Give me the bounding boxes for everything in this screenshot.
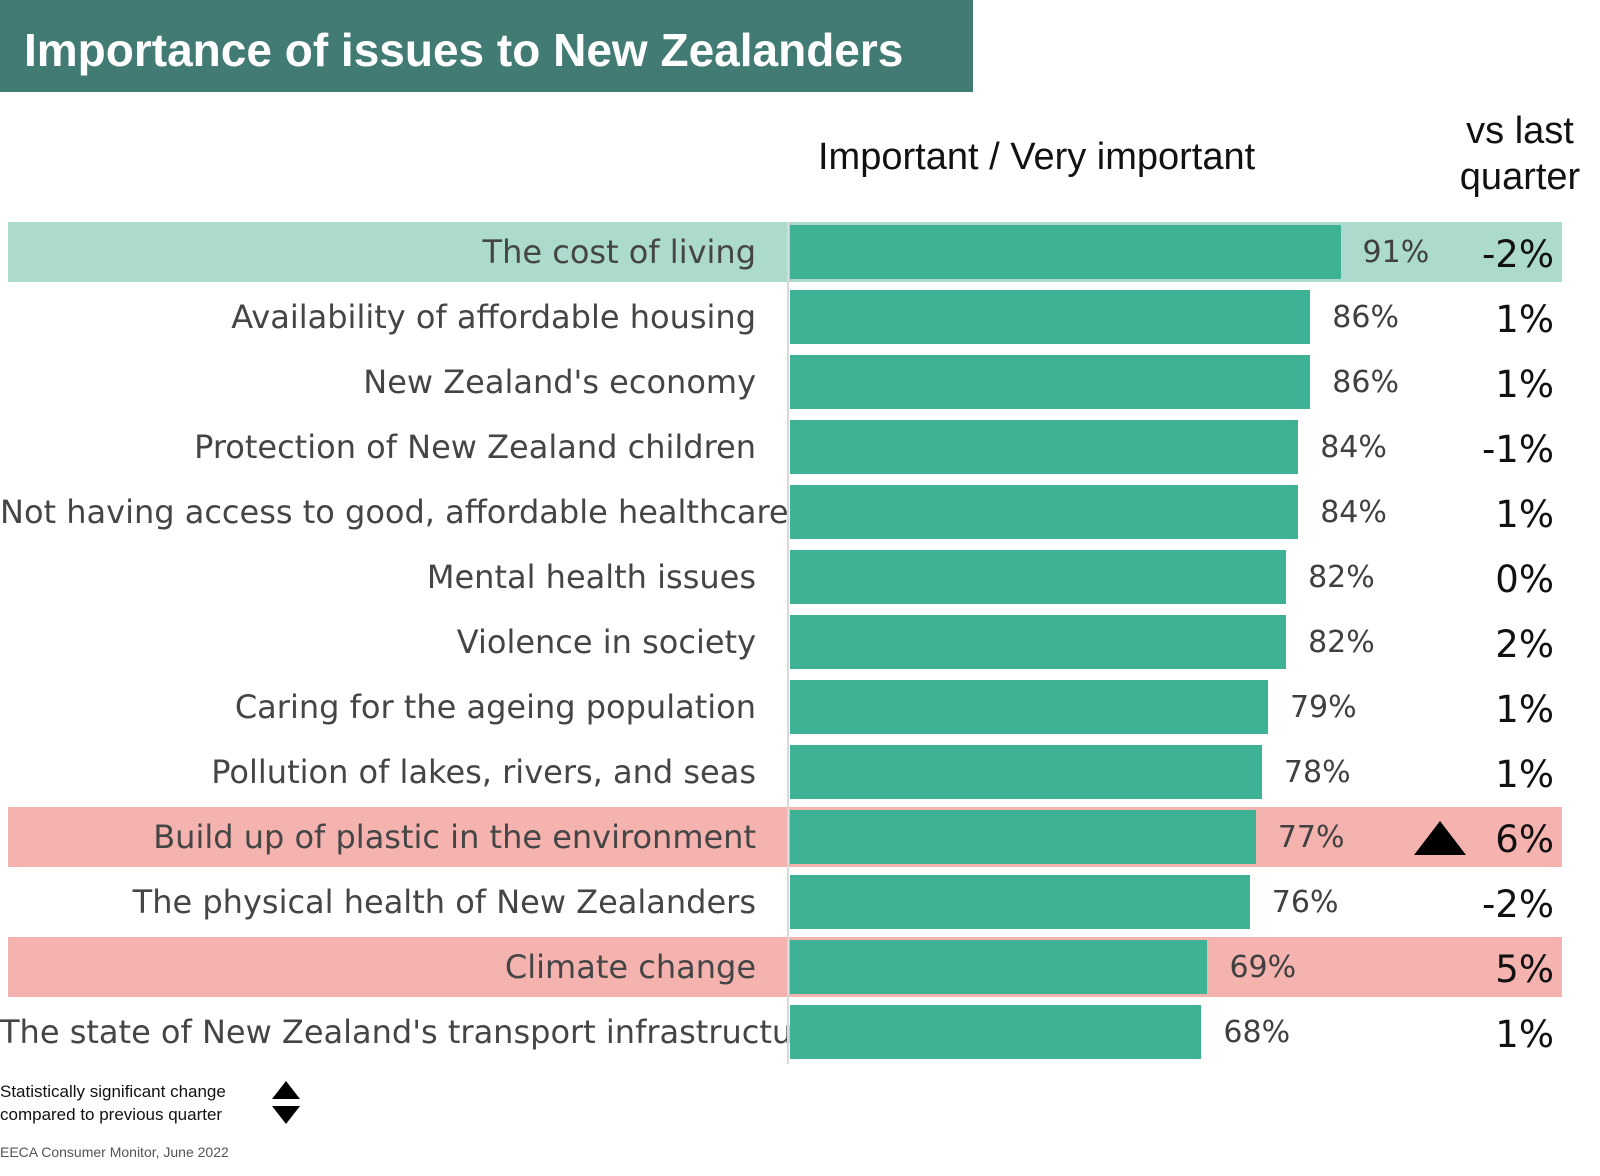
change-value: -1% (1481, 428, 1554, 471)
bar-value-label: 91% (1362, 235, 1430, 270)
change-value: 5% (1495, 948, 1554, 991)
legend-line1: Statistically significant change (0, 1082, 226, 1101)
legend-line2: compared to previous quarter (0, 1105, 223, 1124)
legend-up-arrow-icon (272, 1081, 300, 1099)
category-label: New Zealand's economy (363, 363, 756, 401)
change-column-header-line1: vs last (1466, 110, 1574, 152)
bar (790, 355, 1311, 409)
bar (790, 290, 1311, 344)
bar (790, 1005, 1202, 1059)
change-value: 1% (1495, 298, 1554, 341)
bar-value-label: 69% (1229, 950, 1297, 985)
significant-up-arrow-icon (1414, 821, 1466, 855)
change-value: 6% (1495, 818, 1554, 861)
bar-value-label: 79% (1289, 690, 1357, 725)
row-highlight (8, 807, 1562, 867)
bar (790, 940, 1208, 994)
bar (790, 745, 1262, 799)
bar-value-label: 78% (1283, 755, 1351, 790)
change-column-header: vs last quarter (1445, 108, 1595, 200)
bar-value-label: 84% (1320, 495, 1387, 530)
category-label: Availability of affordable housing (231, 298, 756, 336)
change-value: -2% (1481, 233, 1554, 276)
bar-value-label: 86% (1332, 365, 1399, 400)
bar (790, 810, 1256, 864)
legend-down-arrow-icon (272, 1106, 300, 1124)
category-label: Build up of plastic in the environment (153, 818, 756, 856)
bar (790, 615, 1287, 669)
bar-value-label: 86% (1332, 300, 1399, 335)
bar-value-label: 82% (1308, 560, 1375, 595)
category-label: Protection of New Zealand children (194, 428, 756, 466)
category-label: The cost of living (482, 233, 756, 271)
category-label: The physical health of New Zealanders (132, 883, 756, 921)
bar (790, 550, 1287, 604)
source-note: EECA Consumer Monitor, June 2022 (0, 1144, 229, 1160)
bar-value-label: 76% (1271, 885, 1339, 920)
change-value: -2% (1481, 883, 1554, 926)
category-label: Pollution of lakes, rivers, and seas (211, 753, 756, 791)
category-label: The state of New Zealand's transport inf… (0, 1013, 825, 1051)
bar-value-label: 77% (1277, 820, 1345, 855)
bar (790, 875, 1250, 929)
significance-legend: Statistically significant change compare… (0, 1080, 260, 1126)
category-label: Caring for the ageing population (234, 688, 756, 726)
title-bar: Importance of issues to New Zealanders (0, 0, 973, 92)
change-value: 1% (1495, 1013, 1554, 1056)
row-highlight (8, 937, 1562, 997)
change-value: 0% (1495, 558, 1554, 601)
bar (790, 225, 1341, 279)
change-value: 1% (1495, 363, 1554, 406)
bar-value-label: 84% (1320, 430, 1387, 465)
category-label: Not having access to good, affordable he… (0, 493, 789, 531)
change-value: 1% (1495, 688, 1554, 731)
change-value: 1% (1495, 753, 1554, 796)
bar-value-label: 82% (1308, 625, 1375, 660)
change-value: 2% (1495, 623, 1554, 666)
bar (790, 680, 1268, 734)
bar (790, 420, 1299, 474)
change-value: 1% (1495, 493, 1554, 536)
bar (790, 485, 1299, 539)
page-title: Importance of issues to New Zealanders (24, 24, 904, 76)
category-label: Climate change (504, 948, 756, 986)
change-column-header-line2: quarter (1459, 156, 1581, 198)
value-column-header: Important / Very important (818, 136, 1256, 178)
category-label: Mental health issues (426, 558, 756, 596)
axis-line (787, 222, 789, 1064)
bar-value-label: 68% (1223, 1015, 1291, 1050)
category-label: Violence in society (456, 623, 756, 661)
